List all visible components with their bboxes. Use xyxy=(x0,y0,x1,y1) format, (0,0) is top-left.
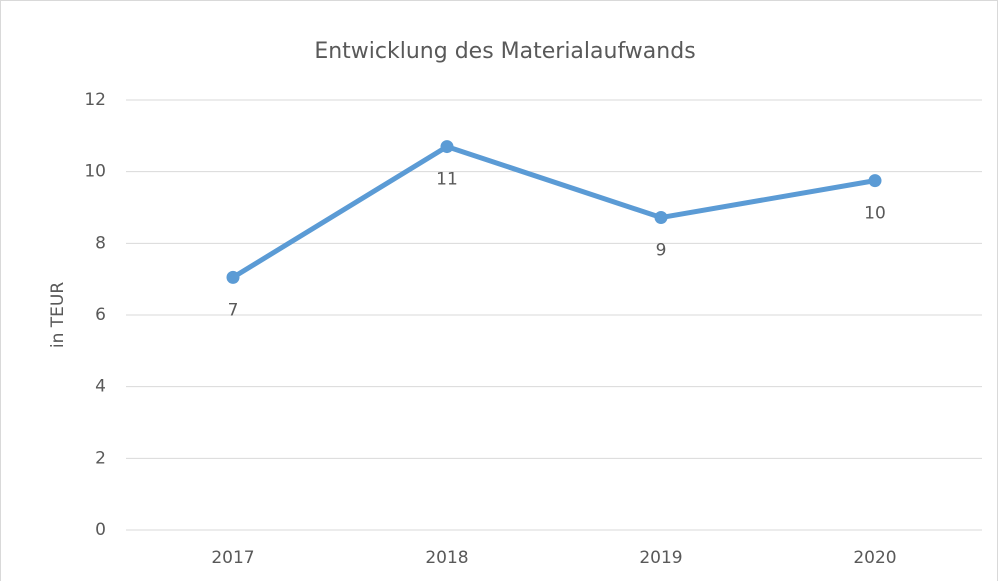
chart-title: Entwicklung des Materialaufwands xyxy=(314,39,695,64)
data-point xyxy=(654,211,668,225)
y-tick-label: 8 xyxy=(95,233,106,253)
data-label: 7 xyxy=(228,300,239,320)
y-tick-label: 4 xyxy=(95,377,106,397)
data-label: 9 xyxy=(656,241,667,261)
x-tick-label: 2019 xyxy=(639,548,682,568)
y-tick-label: 12 xyxy=(84,90,106,110)
y-tick-label: 2 xyxy=(95,448,106,468)
data-label: 10 xyxy=(864,204,886,224)
data-label: 11 xyxy=(436,170,458,190)
x-tick-label: 2020 xyxy=(853,548,896,568)
x-tick-label: 2017 xyxy=(211,548,254,568)
y-axis-label: in TEUR xyxy=(48,282,68,348)
y-tick-label: 0 xyxy=(95,520,106,540)
data-line xyxy=(230,144,878,280)
data-point xyxy=(440,140,454,154)
data-point xyxy=(226,270,240,284)
y-tick-label: 10 xyxy=(84,162,106,182)
x-tick-label: 2018 xyxy=(425,548,468,568)
data-point xyxy=(868,174,882,188)
y-tick-label: 6 xyxy=(95,305,106,325)
